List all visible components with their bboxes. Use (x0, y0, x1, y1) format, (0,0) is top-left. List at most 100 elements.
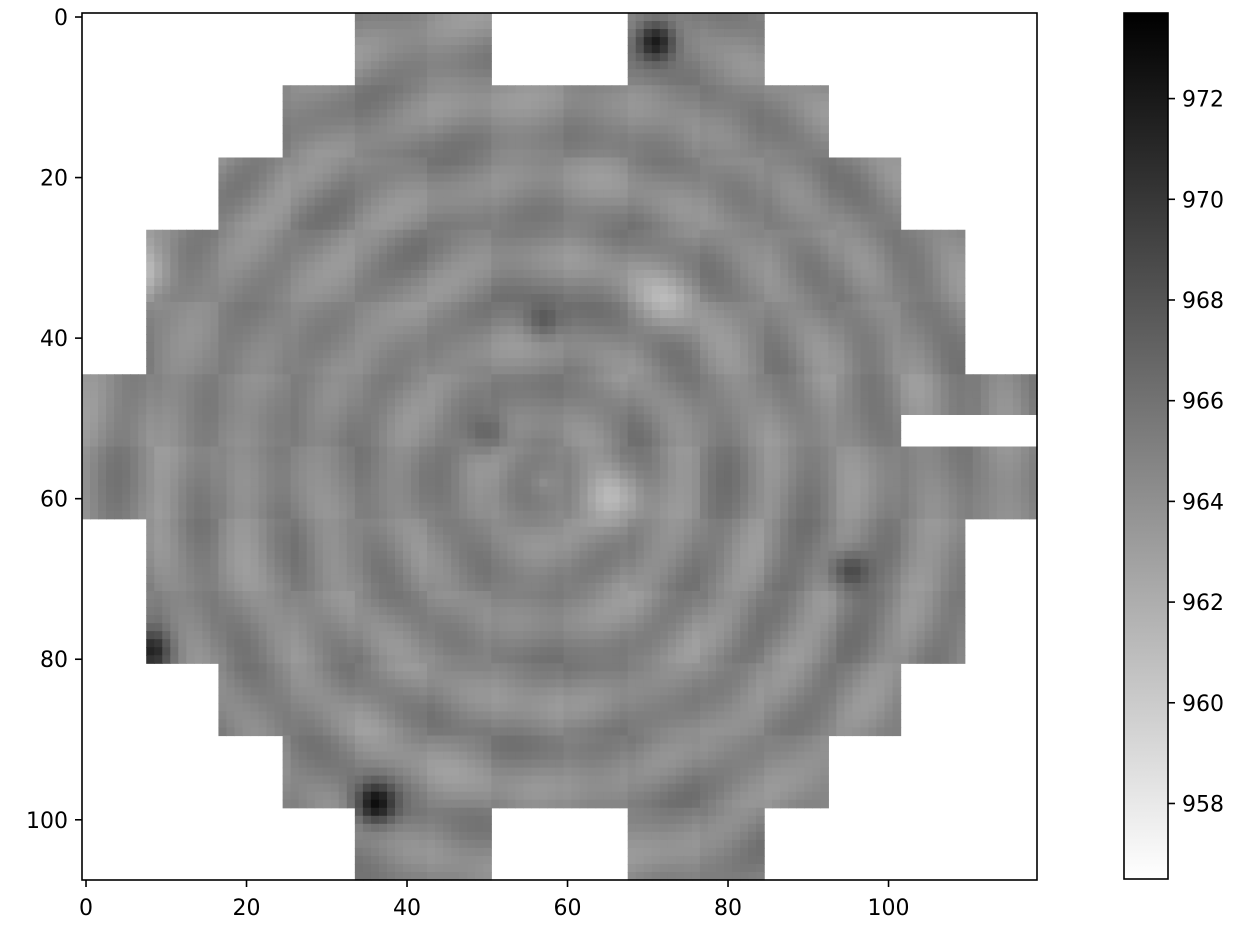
heatmap-cell (258, 277, 268, 287)
heatmap-cell (499, 197, 508, 207)
heatmap-cell (740, 197, 749, 207)
heatmap-cell (651, 77, 661, 86)
heatmap-cell (691, 13, 701, 22)
heatmap-cell (130, 430, 139, 440)
heatmap-cell (354, 61, 364, 70)
heatmap-cell (627, 302, 637, 311)
heatmap-cell (386, 374, 396, 383)
heatmap-cell (820, 326, 829, 335)
heatmap-cell (531, 101, 541, 110)
heatmap-cell (836, 302, 845, 311)
heatmap-cell (892, 342, 902, 351)
heatmap-cell (330, 422, 340, 432)
heatmap-cell (619, 221, 629, 231)
heatmap-cell (419, 326, 428, 335)
heatmap-cell (146, 285, 155, 295)
heatmap-cell (419, 53, 428, 62)
heatmap-cell (531, 133, 541, 143)
heatmap-cell (707, 318, 717, 327)
heatmap-cell (780, 197, 789, 207)
heatmap-cell (162, 398, 171, 407)
heatmap-cell (290, 398, 300, 407)
heatmap-cell (812, 406, 821, 415)
heatmap-cell (699, 229, 709, 239)
heatmap-cell (603, 85, 613, 94)
heatmap-cell (611, 149, 621, 159)
heatmap-cell (820, 438, 829, 448)
heatmap-cell (788, 93, 797, 102)
heatmap-cell (748, 245, 757, 255)
heatmap-cell (419, 358, 428, 367)
heatmap-cell (988, 454, 998, 464)
heatmap-cell (699, 285, 709, 295)
heatmap-cell (523, 125, 533, 135)
heatmap-cell (306, 101, 316, 110)
heatmap-cell (338, 454, 348, 464)
heatmap-cell (659, 205, 669, 215)
heatmap-cell (370, 293, 380, 303)
heatmap-cell (675, 310, 685, 319)
heatmap-cell (876, 261, 886, 271)
heatmap-cell (226, 350, 236, 359)
heatmap-cell (386, 77, 396, 86)
heatmap-cell (146, 229, 155, 239)
heatmap-cell (844, 318, 854, 327)
heatmap-cell (322, 205, 332, 215)
heatmap-cell (844, 438, 854, 448)
heatmap-cell (812, 470, 821, 480)
heatmap-cell (740, 101, 749, 110)
heatmap-cell (298, 293, 308, 303)
heatmap-cell (852, 366, 862, 375)
heatmap-cell (643, 13, 653, 22)
heatmap-cell (924, 334, 934, 343)
heatmap-cell (683, 318, 693, 327)
heatmap-cell (740, 37, 749, 46)
heatmap-cell (804, 446, 813, 456)
heatmap-cell (715, 390, 725, 399)
heatmap-cell (467, 165, 476, 175)
heatmap-cell (635, 334, 645, 343)
heatmap-cell (555, 253, 565, 263)
heatmap-cell (828, 221, 837, 231)
heatmap-cell (531, 390, 541, 399)
heatmap-cell (764, 245, 773, 255)
heatmap-cell (378, 37, 388, 46)
heatmap-cell (820, 342, 829, 351)
heatmap-cell (354, 277, 364, 287)
heatmap-cell (884, 165, 894, 175)
heatmap-cell (258, 173, 268, 183)
heatmap-cell (788, 237, 797, 247)
heatmap-cell (491, 422, 500, 432)
heatmap-cell (386, 69, 396, 78)
heatmap-cell (186, 293, 195, 303)
heatmap-cell (298, 221, 308, 231)
heatmap-cell (218, 310, 228, 319)
heatmap-cell (571, 398, 581, 407)
heatmap-cell (852, 438, 862, 448)
heatmap-cell (756, 237, 765, 247)
heatmap-cell (242, 229, 252, 239)
heatmap-cell (691, 93, 701, 102)
heatmap-cell (611, 269, 621, 279)
heatmap-cell (980, 398, 990, 407)
heatmap-cell (218, 229, 228, 239)
heatmap-cell (571, 141, 581, 151)
heatmap-cell (483, 45, 492, 54)
heatmap-cell (772, 406, 781, 415)
heatmap-cell (900, 342, 910, 351)
heatmap-cell (515, 245, 524, 255)
heatmap-cell (587, 310, 597, 319)
heatmap-cell (884, 382, 894, 391)
heatmap-cell (507, 197, 516, 207)
heatmap-cell (459, 37, 468, 46)
heatmap-cell (170, 470, 179, 480)
heatmap-cell (394, 125, 404, 135)
heatmap-cell (523, 269, 533, 279)
heatmap-cell (659, 342, 669, 351)
heatmap-cell (242, 302, 252, 311)
heatmap-cell (154, 310, 163, 319)
heatmap-cell (740, 285, 749, 295)
heatmap-cell (707, 45, 717, 54)
heatmap-cell (707, 382, 717, 391)
heatmap-cell (756, 406, 765, 415)
